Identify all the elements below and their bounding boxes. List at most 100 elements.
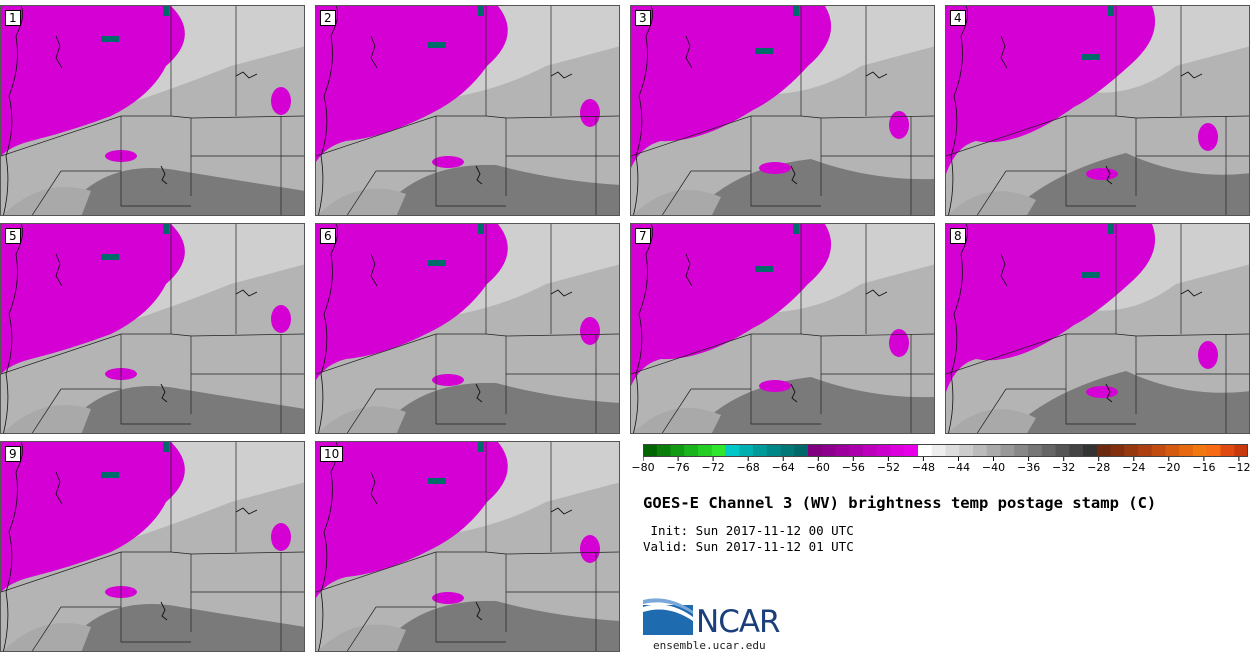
state-border	[631, 333, 752, 375]
moisture-patch	[759, 380, 791, 392]
state-border	[976, 170, 1007, 215]
colorbar-swatch	[1165, 444, 1180, 457]
state-border	[505, 333, 619, 337]
map-image	[1, 442, 304, 651]
lake-outline	[55, 35, 63, 69]
mid-gray-band	[948, 409, 1036, 433]
moisture-patch	[580, 317, 600, 345]
map-image	[1, 6, 304, 215]
cold-cloud-top	[428, 42, 446, 48]
state-border	[505, 115, 619, 119]
map-panel-3: 3	[630, 5, 935, 216]
colorbar-swatch	[1041, 444, 1056, 457]
moisture-patch	[1086, 168, 1118, 180]
colorbar-swatch	[931, 444, 946, 457]
mid-gray-band	[633, 407, 721, 433]
moisture-patch	[580, 535, 600, 563]
colorbar-tick-label: −32	[1052, 461, 1076, 474]
moisture-region	[1, 224, 185, 374]
colorbar-swatch	[1096, 444, 1111, 457]
colorbar-swatch	[1055, 444, 1070, 457]
colorbar-tick-label: −40	[981, 461, 1006, 474]
colorbar-tick-label: −80	[631, 461, 655, 474]
colorbar-swatch	[670, 444, 685, 457]
colorbar-swatch	[684, 444, 699, 457]
state-border	[1065, 334, 1136, 425]
state-border	[976, 388, 1007, 433]
cold-cloud-top	[1108, 6, 1114, 16]
cold-cloud-top	[1082, 272, 1100, 278]
cold-cloud-top	[1108, 224, 1114, 234]
colorbar-swatch	[945, 444, 960, 457]
moisture-patch	[889, 111, 909, 139]
colorbar-swatch	[1014, 444, 1029, 457]
map-image	[316, 6, 619, 215]
state-border	[1135, 115, 1249, 119]
map-panel-9: 9	[0, 441, 305, 652]
map-image	[1, 224, 304, 433]
moisture-region	[946, 6, 1156, 174]
panel-number: 7	[635, 228, 651, 244]
colorbar-swatch	[959, 444, 974, 457]
lake-outline	[475, 383, 483, 403]
colorbar-swatch	[698, 444, 713, 457]
colorbar-swatch	[835, 444, 850, 457]
colorbar-tick-label: −60	[806, 461, 830, 474]
dark-gray-band	[62, 168, 304, 215]
cold-cloud-top	[478, 6, 484, 16]
dark-gray-band	[377, 382, 619, 433]
state-border	[190, 333, 304, 337]
map-image	[946, 6, 1249, 215]
state-border	[190, 115, 304, 119]
moisture-patch	[271, 305, 291, 333]
panel-number: 5	[5, 228, 21, 244]
colorbar-tick-label: −56	[841, 461, 865, 474]
lake-outline	[550, 289, 573, 297]
colorbar-tick-label: −36	[1016, 461, 1041, 474]
dark-gray-band	[62, 604, 304, 651]
colorbar-tick-label: −28	[1087, 461, 1111, 474]
lake-outline	[55, 253, 63, 287]
colorbar-swatch	[643, 444, 658, 457]
state-border	[120, 552, 191, 643]
state-border	[631, 115, 752, 157]
moisture-patch	[432, 156, 464, 168]
panel-number: 10	[320, 446, 344, 462]
lake-outline	[550, 71, 573, 79]
lake-outline	[550, 507, 573, 515]
mid-gray-band	[948, 191, 1036, 215]
colorbar-border	[643, 444, 1248, 457]
moisture-region	[631, 224, 832, 386]
moisture-region	[631, 6, 832, 168]
ncar-logo-text: NCAR	[696, 604, 781, 640]
mid-gray-band	[318, 624, 406, 651]
state-border	[346, 170, 377, 215]
state-border	[31, 170, 62, 215]
colorbar-swatch	[1083, 444, 1098, 457]
colorbar-swatch	[1206, 444, 1221, 457]
dark-gray-band	[377, 600, 619, 651]
state-border	[1, 551, 122, 593]
colorbar-tick-label: −48	[911, 461, 936, 474]
colorbar-tick-label: −52	[876, 461, 900, 474]
lake-outline	[160, 165, 168, 185]
lake-outline	[160, 383, 168, 403]
colorbar-swatch	[1151, 444, 1166, 457]
mid-gray-band	[3, 186, 91, 215]
state-border	[435, 552, 506, 643]
panel-number: 9	[5, 446, 21, 462]
moisture-patch	[759, 162, 791, 174]
colorbar-swatch	[890, 444, 905, 457]
map-image	[316, 224, 619, 433]
dark-gray-band	[1007, 371, 1249, 433]
lake-outline	[1105, 383, 1113, 403]
map-panel-6: 6	[315, 223, 620, 434]
colorbar-swatch	[986, 444, 1001, 457]
ncar-logo-icon	[643, 598, 693, 635]
state-border	[346, 388, 377, 433]
lake-outline	[160, 601, 168, 621]
panel-number: 8	[950, 228, 966, 244]
colorbar	[643, 444, 1248, 461]
cold-cloud-top	[101, 254, 119, 260]
lake-outline	[235, 289, 258, 297]
